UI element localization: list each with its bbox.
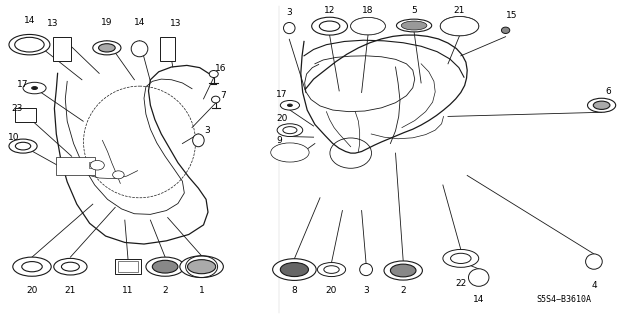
Ellipse shape [22,262,42,272]
Text: 17: 17 [17,80,28,89]
Text: 7: 7 [220,91,225,100]
Bar [118,261,138,272]
Ellipse shape [280,100,300,110]
Ellipse shape [273,259,316,280]
Text: 3: 3 [204,126,209,135]
Text: 3: 3 [364,286,369,295]
Bar [15,108,36,122]
Ellipse shape [502,27,510,33]
Ellipse shape [271,143,309,162]
Text: 1: 1 [199,286,204,295]
Ellipse shape [468,269,489,286]
Ellipse shape [360,263,372,276]
Text: 13: 13 [170,19,181,28]
Ellipse shape [23,82,46,94]
Ellipse shape [93,41,121,55]
Ellipse shape [401,21,427,30]
Ellipse shape [283,127,297,134]
Ellipse shape [131,41,148,57]
Text: 11: 11 [122,286,134,295]
Text: 21: 21 [65,286,76,295]
Ellipse shape [324,266,339,273]
Ellipse shape [188,260,216,274]
Ellipse shape [9,34,50,55]
Text: 20: 20 [326,286,337,295]
Ellipse shape [99,44,115,52]
Text: 13: 13 [47,19,58,28]
Ellipse shape [180,256,223,278]
Bar [160,38,175,62]
Ellipse shape [440,17,479,36]
Ellipse shape [152,260,178,273]
Bar [53,38,71,62]
Text: 2: 2 [401,286,406,295]
Ellipse shape [588,98,616,112]
Ellipse shape [54,258,87,275]
Text: 17: 17 [276,90,287,99]
Ellipse shape [384,261,422,280]
Text: 21: 21 [454,6,465,15]
Text: 3: 3 [287,8,292,17]
Text: 10: 10 [8,133,20,142]
Text: 2: 2 [163,286,168,295]
Ellipse shape [9,139,37,153]
Bar [56,157,95,175]
Text: 14: 14 [24,16,35,25]
Ellipse shape [193,134,204,147]
Text: 15: 15 [506,11,518,20]
Ellipse shape [113,171,124,179]
Ellipse shape [351,18,385,35]
Ellipse shape [319,21,340,31]
Text: S5S4−B3610A: S5S4−B3610A [536,295,591,304]
Ellipse shape [593,101,610,109]
Text: 14: 14 [134,18,145,27]
Text: 6: 6 [605,87,611,96]
Text: 12: 12 [324,6,335,15]
Ellipse shape [586,254,602,269]
Ellipse shape [351,18,385,35]
Ellipse shape [61,262,79,271]
Ellipse shape [448,20,471,32]
Text: 14: 14 [473,295,484,304]
Ellipse shape [209,70,218,78]
Ellipse shape [272,144,308,161]
Ellipse shape [15,37,44,52]
Bar [89,162,100,168]
Ellipse shape [284,23,295,34]
Ellipse shape [451,253,471,263]
Ellipse shape [277,124,303,137]
Ellipse shape [440,17,479,36]
Ellipse shape [330,138,372,168]
Ellipse shape [15,142,31,150]
Ellipse shape [358,21,378,31]
Ellipse shape [32,87,38,90]
Text: 4: 4 [591,281,596,290]
Text: 16: 16 [215,64,227,73]
Text: 22: 22 [455,279,467,288]
Text: 20: 20 [26,286,38,295]
Text: 23: 23 [12,104,23,113]
Ellipse shape [280,263,308,277]
Ellipse shape [13,257,51,276]
Ellipse shape [287,104,292,107]
Text: 20: 20 [276,114,287,122]
Ellipse shape [390,264,416,277]
Text: 5: 5 [412,6,417,15]
Text: 18: 18 [362,6,374,15]
Ellipse shape [146,257,184,276]
Text: 19: 19 [101,18,113,27]
Text: 8: 8 [292,286,297,295]
Ellipse shape [90,160,104,170]
Ellipse shape [278,147,301,158]
Ellipse shape [317,263,346,277]
Text: 9: 9 [277,136,282,145]
Ellipse shape [312,17,348,35]
Ellipse shape [397,19,432,32]
Ellipse shape [211,96,220,103]
Ellipse shape [443,249,479,267]
Bar [115,259,141,274]
